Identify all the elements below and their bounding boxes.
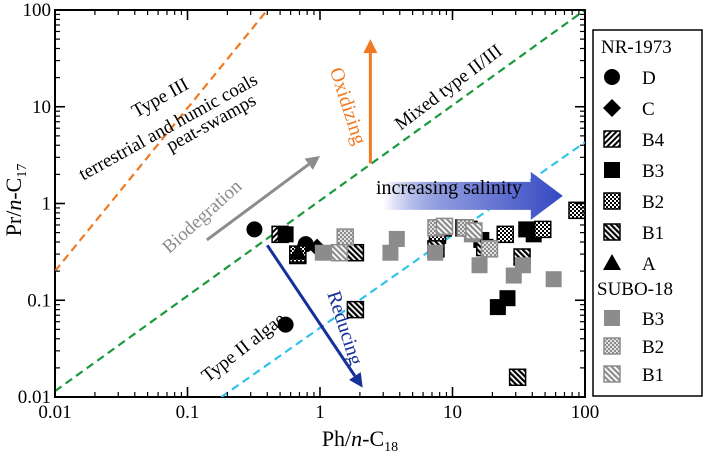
legend-label: B3 bbox=[642, 309, 664, 330]
point-subo-18-b3-8 bbox=[514, 257, 531, 274]
y-axis-title: Pr/n-C17 bbox=[1, 164, 30, 237]
point-nr-1973-b2-4 bbox=[496, 225, 514, 244]
legend-marker bbox=[603, 337, 621, 355]
salinity-label: increasing salinity bbox=[376, 177, 522, 199]
legend-item-b3: B3 bbox=[604, 309, 664, 330]
legend-label: B2 bbox=[642, 337, 664, 358]
legend-marker bbox=[604, 162, 620, 178]
legend-label: B1 bbox=[642, 223, 664, 244]
legend-marker bbox=[603, 130, 621, 148]
legend-group1-title: NR-1973 bbox=[601, 37, 672, 58]
legend-label: B2 bbox=[642, 192, 664, 213]
legend-marker bbox=[603, 99, 621, 117]
legend: NR-1973 DC B4 B3 B2 B1 A SUBO-18 B3 B2 B1 bbox=[592, 29, 703, 397]
y-tick-label: 0.1 bbox=[27, 290, 51, 311]
legend-marker bbox=[604, 69, 620, 85]
y-tick-label: 100 bbox=[23, 0, 52, 21]
point-subo-18-b2-1 bbox=[336, 228, 354, 246]
salinity-arrow bbox=[383, 171, 563, 220]
legend-box bbox=[592, 29, 703, 397]
point-subo-18-b1-3 bbox=[465, 222, 483, 240]
legend-marker bbox=[603, 192, 621, 210]
x-tick-label: 100 bbox=[571, 402, 600, 423]
legend-marker bbox=[604, 310, 620, 326]
x-tick-label: 10 bbox=[443, 402, 462, 423]
point-nr-1973-b1-6 bbox=[508, 368, 527, 387]
x-tick-label: 0.01 bbox=[38, 402, 71, 423]
legend-item-b1: B1 bbox=[603, 223, 664, 244]
point-nr-1973-a-1 bbox=[288, 243, 307, 260]
point-nr-1973-b3-5 bbox=[499, 290, 516, 307]
type-III-boundary-line bbox=[55, 10, 269, 272]
point-nr-1973-b1-2 bbox=[346, 300, 365, 319]
point-nr-1973-b3-1 bbox=[277, 226, 294, 243]
legend-label: B1 bbox=[642, 365, 664, 386]
legend-item-b3: B3 bbox=[604, 161, 664, 182]
y-tick-label: 1 bbox=[42, 194, 52, 215]
point-subo-18-b3-9 bbox=[545, 271, 562, 288]
legend-marker bbox=[603, 223, 621, 241]
legend-label: B4 bbox=[642, 130, 665, 151]
point-subo-18-b1-1 bbox=[330, 243, 349, 262]
point-subo-18-b3-1 bbox=[314, 244, 331, 261]
x-tick-label: 1 bbox=[315, 402, 325, 423]
legend-label: C bbox=[642, 99, 655, 120]
biodegration-arrow bbox=[205, 155, 320, 242]
arrows bbox=[205, 39, 563, 388]
mixed-type-label: Mixed type II/III bbox=[391, 40, 506, 134]
legend-label: D bbox=[642, 68, 656, 89]
legend-item-b2: B2 bbox=[603, 337, 664, 358]
point-subo-18-b3-3 bbox=[388, 230, 405, 247]
oxidizing-arrow bbox=[363, 39, 378, 164]
legend-group1-items: DC B4 B3 B2 B1 A bbox=[603, 68, 665, 275]
legend-label: A bbox=[642, 254, 656, 275]
legend-group2-title: SUBO-18 bbox=[597, 279, 673, 300]
point-nr-1973-b2-5 bbox=[534, 220, 552, 239]
legend-item-d: D bbox=[604, 68, 656, 89]
point-nr-1973-d-2 bbox=[277, 316, 294, 333]
point-subo-18-b2-4 bbox=[480, 240, 499, 258]
point-subo-18-b3-6 bbox=[471, 257, 488, 274]
legend-group2-items: B3 B2 B1 bbox=[603, 309, 664, 386]
biodegration-label: Biodegration bbox=[158, 176, 246, 258]
legend-marker bbox=[603, 254, 621, 270]
axis-ticks: 0.01 0.1 1 10 100 0.01 0.1 1 10 100 bbox=[18, 0, 600, 423]
legend-marker bbox=[603, 365, 621, 383]
x-tick-label: 0.1 bbox=[176, 402, 200, 423]
point-nr-1973-d-1 bbox=[246, 221, 263, 238]
mixed-boundary-line bbox=[55, 10, 585, 393]
legend-item-b2: B2 bbox=[603, 192, 664, 213]
point-subo-18-b3-4 bbox=[427, 244, 444, 261]
x-axis-title: Ph/n-C18 bbox=[322, 426, 398, 455]
legend-item-b4: B4 bbox=[603, 130, 665, 151]
legend-item-c: C bbox=[603, 99, 655, 120]
y-tick-label: 10 bbox=[32, 97, 51, 118]
reducing-arrow bbox=[266, 244, 363, 388]
type2-label: Type II algae bbox=[198, 309, 290, 387]
legend-item-b1: B1 bbox=[603, 365, 664, 386]
point-subo-18-b1-2 bbox=[435, 217, 454, 236]
data-points bbox=[246, 201, 586, 387]
point-nr-1973-b1-1 bbox=[346, 243, 365, 262]
legend-item-a: A bbox=[603, 254, 656, 275]
oxidizing-label: Oxidizing bbox=[325, 65, 371, 148]
point-nr-1973-b2-6 bbox=[568, 201, 586, 220]
legend-label: B3 bbox=[642, 161, 664, 182]
point-subo-18-b3-2 bbox=[382, 244, 399, 261]
y-tick-label: 0.01 bbox=[18, 387, 51, 408]
